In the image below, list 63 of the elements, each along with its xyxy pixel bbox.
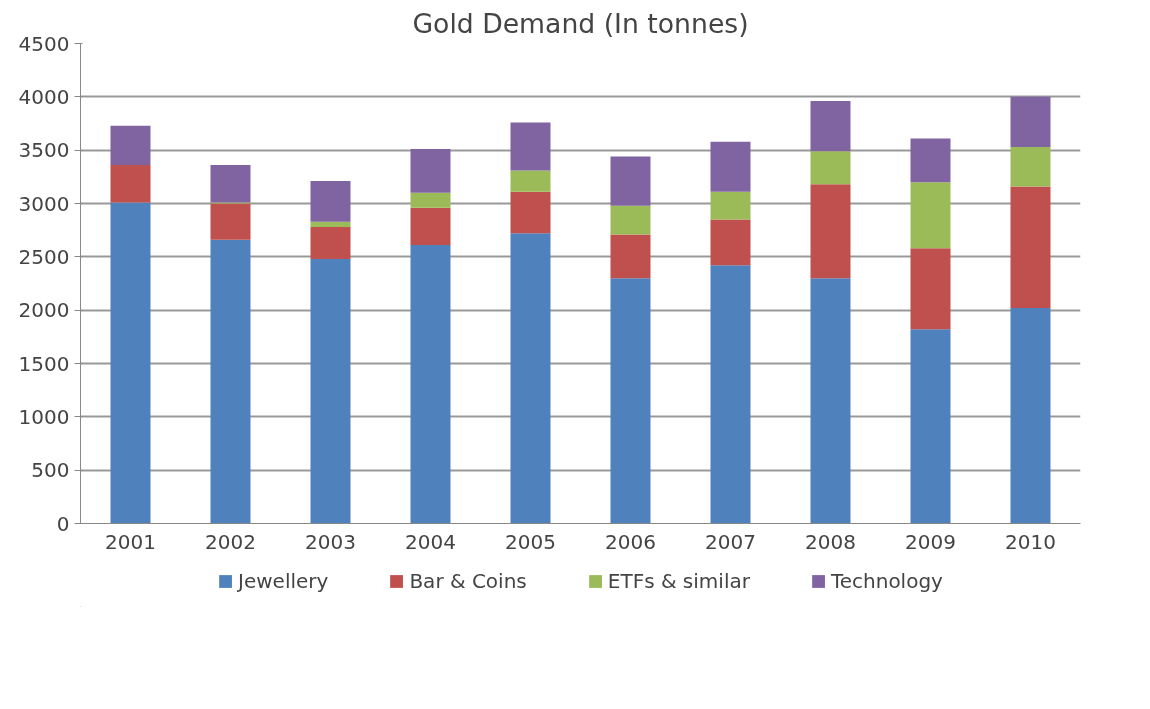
bar <box>210 165 251 203</box>
bar <box>810 278 851 524</box>
bar <box>610 234 651 279</box>
bar <box>610 156 651 206</box>
bar <box>310 258 351 524</box>
x-tick-label: 2002 <box>205 529 256 554</box>
bar <box>710 219 751 266</box>
x-tick-label: 2001 <box>105 529 156 554</box>
bar <box>910 138 951 183</box>
bar <box>110 202 151 524</box>
y-tick-label: 2000 <box>18 298 70 323</box>
bar <box>210 239 251 524</box>
y-tick-label: 1500 <box>18 351 70 376</box>
bar <box>210 203 251 240</box>
bar <box>1010 186 1051 309</box>
bar <box>1010 308 1051 524</box>
bar <box>810 151 851 185</box>
bar <box>110 165 151 203</box>
legend-label: Technology <box>830 569 943 593</box>
bar <box>410 207 451 246</box>
bar <box>310 221 351 227</box>
x-tick-label: 2009 <box>905 529 956 554</box>
bar <box>510 122 551 171</box>
chart-title: Gold Demand (In tonnes) <box>412 7 749 39</box>
bar <box>1010 96 1051 147</box>
bar <box>410 245 451 524</box>
bar <box>710 265 751 524</box>
bar <box>410 149 451 193</box>
legend-label: Jewellery <box>238 569 329 593</box>
x-tick-label: 2008 <box>805 529 856 554</box>
x-tick-label: 2005 <box>505 529 556 554</box>
x-tick-label: 2006 <box>605 529 656 554</box>
y-tick-label: 4000 <box>18 84 70 109</box>
bar <box>610 205 651 235</box>
x-tick-label: 2003 <box>305 529 356 554</box>
bar <box>710 191 751 220</box>
bar <box>1010 146 1051 187</box>
bar <box>910 329 951 524</box>
bar <box>310 226 351 259</box>
bar <box>710 141 751 192</box>
y-tick-label: 0 <box>56 511 70 536</box>
y-tick-label: 4500 <box>18 31 70 56</box>
y-tick-label: 3000 <box>18 191 70 216</box>
y-tick-label: 500 <box>31 458 70 483</box>
bar <box>910 182 951 249</box>
y-tick-label: 3500 <box>18 138 70 163</box>
bar <box>410 192 451 208</box>
x-tick-label: 2010 <box>1005 529 1056 554</box>
bar <box>510 233 551 524</box>
y-tick-label: 2500 <box>18 244 70 269</box>
bar <box>510 170 551 192</box>
x-tick-label: 2007 <box>705 529 756 554</box>
bar <box>310 181 351 222</box>
bar <box>810 184 851 279</box>
legend-label: ETFs & similar <box>607 569 750 593</box>
bar <box>610 278 651 524</box>
bar <box>110 125 151 166</box>
bar <box>910 248 951 330</box>
y-tick-label: 1000 <box>18 404 70 429</box>
x-tick-label: 2004 <box>405 529 456 554</box>
bar <box>510 191 551 234</box>
legend-label: Bar & Coins <box>409 569 527 593</box>
bar <box>810 101 851 152</box>
